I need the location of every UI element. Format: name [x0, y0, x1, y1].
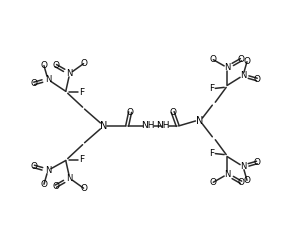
Text: O: O — [31, 162, 37, 171]
Text: O: O — [238, 178, 245, 187]
Text: O: O — [253, 158, 260, 167]
Text: O: O — [243, 57, 251, 66]
Text: O: O — [80, 184, 87, 193]
Text: O: O — [52, 61, 59, 70]
Text: F: F — [79, 155, 84, 164]
Text: O: O — [52, 182, 59, 191]
Text: O: O — [243, 176, 251, 185]
Text: O: O — [127, 108, 134, 117]
Text: N: N — [196, 116, 203, 126]
Text: F: F — [209, 84, 214, 93]
Text: O: O — [210, 55, 217, 64]
Text: O: O — [210, 178, 217, 187]
Text: NH: NH — [141, 121, 155, 130]
Text: F: F — [79, 88, 84, 97]
Text: N: N — [67, 69, 73, 78]
Text: N: N — [224, 170, 230, 179]
Text: NH: NH — [156, 121, 170, 130]
Text: N: N — [100, 121, 107, 131]
Text: O: O — [238, 55, 245, 64]
Text: O: O — [169, 108, 176, 117]
Text: O: O — [80, 59, 87, 68]
Text: N: N — [67, 174, 73, 183]
Text: N: N — [240, 71, 246, 80]
Text: N: N — [45, 75, 51, 84]
Text: O: O — [41, 61, 47, 70]
Text: O: O — [253, 75, 260, 84]
Text: N: N — [45, 166, 51, 175]
Text: O: O — [31, 79, 37, 88]
Text: N: N — [224, 63, 230, 72]
Text: O: O — [41, 180, 47, 189]
Text: N: N — [240, 162, 246, 171]
Text: F: F — [209, 149, 214, 158]
